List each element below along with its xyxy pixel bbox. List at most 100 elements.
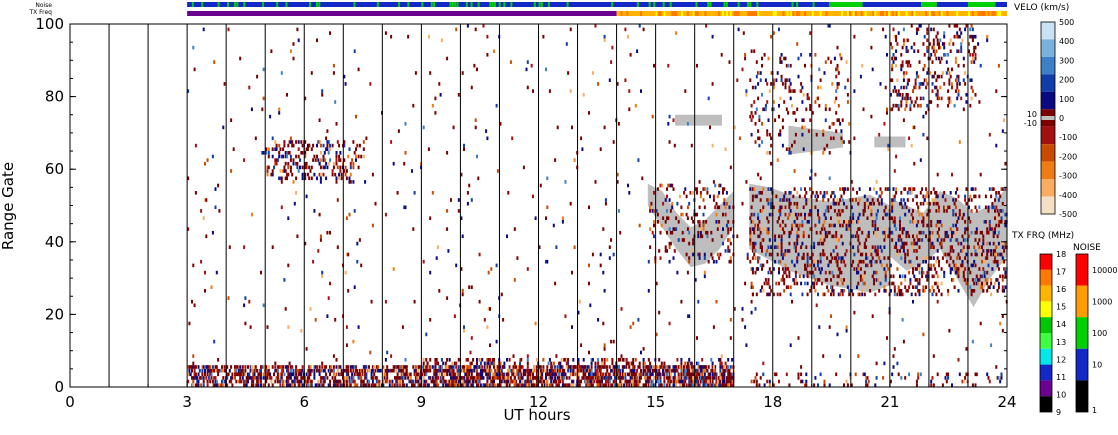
velocity-cell [1003,267,1006,271]
velocity-cell [904,256,907,260]
velocity-cell [413,299,416,304]
velocity-cell [964,230,967,235]
velocity-cell [437,361,439,366]
velocity-cell [779,96,782,101]
velocity-cell [265,379,268,384]
velocity-cell [688,368,691,373]
velocity-cell [658,383,661,387]
velocity-cell [479,383,482,387]
velocity-cell [188,368,191,373]
txfreq-segment [725,11,728,16]
noise-segment [538,2,541,7]
velocity-cell [404,376,407,380]
velocity-cell [414,372,417,377]
velocity-cell [572,383,575,387]
velocity-cell [564,314,567,318]
velocity-cell [603,34,606,39]
velocity-cell [832,122,835,126]
velocity-cell [696,379,698,384]
velocity-cell [802,256,805,260]
velocity-cell [588,372,590,377]
velocity-cell [442,376,445,380]
velocity-cell [667,368,670,373]
velocity-cell [394,376,396,380]
velocity-cell [949,256,952,260]
velocity-cell [845,227,848,231]
velocity-cell [805,267,808,271]
velocity-cell [421,365,424,369]
velocity-cell [267,383,270,387]
velocity-cell [202,27,205,32]
velocity-cell [560,358,563,362]
velocity-cell [766,230,769,235]
velocity-cell [572,358,575,362]
velocity-cell [688,372,691,377]
txfreq-segment [757,11,760,16]
velocity-cell [722,227,724,231]
velocity-cell [507,376,510,380]
txfreq-segment [753,11,756,16]
velocity-cell [692,238,695,242]
velocity-cell [702,376,705,380]
velocity-cell [689,383,692,387]
velocity-cell [336,383,339,387]
velocity-cell [391,368,394,373]
velocity-cell [348,180,351,184]
velocity-cell [412,383,415,387]
velocity-cell [660,183,663,188]
velocity-cell [673,376,676,380]
velocity-cell [709,379,711,384]
velocity-cell [532,368,534,373]
velocity-cell [977,241,980,246]
velocity-cell [330,365,333,369]
velocity-cell [891,281,894,286]
velocity-cell [499,383,502,387]
velocity-cell [528,379,531,384]
velocity-cell [857,259,860,264]
velocity-cell [446,56,449,61]
velocity-cell [201,368,204,373]
velocity-cell [744,56,747,61]
velocity-cell [338,154,341,159]
velocity-cell [711,376,714,380]
noise-segment [566,2,569,7]
velocity-cell [550,379,553,384]
velocity-cell [295,161,298,166]
velocity-cell [957,63,960,68]
velocity-cell [974,263,977,268]
noise-segment [611,2,614,7]
velocity-cell [901,45,904,50]
velocity-cell [936,299,939,304]
velocity-cell [889,216,892,220]
velocity-cell [651,114,654,119]
velocity-cell [854,372,857,377]
velocity-cell [798,223,801,228]
velocity-cell [824,234,827,239]
velocity-cell [427,147,430,151]
velocity-cell [836,198,839,202]
velocity-cell [589,303,592,308]
velocity-cell [947,53,950,57]
velocity-cell [994,198,996,202]
velocity-cell [684,379,687,384]
velocity-cell [329,365,331,369]
velocity-cell [188,372,191,377]
velocity-cell [774,118,777,122]
noise-segment [449,2,452,7]
velocity-cell [995,278,998,282]
velocity-cell [702,379,705,384]
velocity-cell [193,303,196,308]
velocity-cell [551,368,554,373]
velocity-cell [997,281,1000,286]
velocity-cell [696,187,698,191]
velocity-cell [826,234,829,239]
velocity-cell [688,383,691,387]
velocity-cell [487,376,490,380]
velocity-cell [681,379,684,384]
velocity-cell [206,379,209,384]
velocity-cell [992,230,995,235]
velocity-cell [213,60,216,64]
velocity-cell [335,154,338,159]
velocity-cell [696,63,698,68]
velocity-cell [960,267,963,271]
